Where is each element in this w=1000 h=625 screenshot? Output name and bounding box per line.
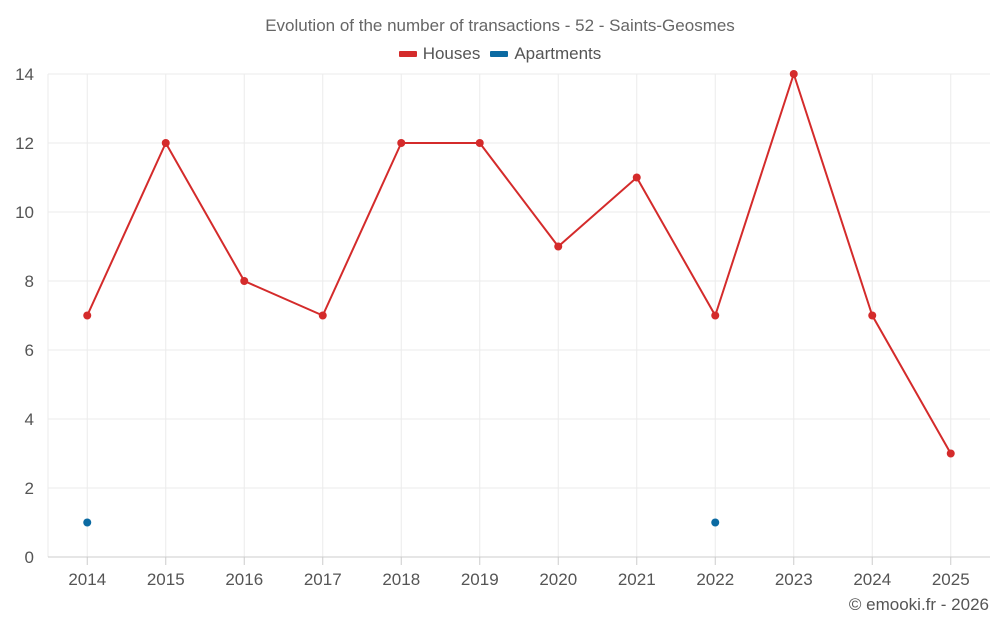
legend: Houses Apartments	[0, 44, 1000, 64]
y-tick-label: 14	[15, 65, 34, 84]
legend-item-houses[interactable]: Houses	[398, 44, 481, 64]
x-tick-label: 2017	[304, 570, 342, 589]
x-tick-label: 2019	[461, 570, 499, 589]
x-tick-label: 2016	[225, 570, 263, 589]
data-point-houses-2015	[161, 139, 170, 147]
legend-label-houses: Houses	[422, 44, 481, 63]
x-tick-label: 2015	[147, 570, 185, 589]
y-tick-label: 12	[15, 134, 34, 153]
x-tick-label: 2020	[539, 570, 577, 589]
series-line-houses	[86, 73, 952, 454]
data-point-houses-2020	[554, 242, 563, 251]
data-point-houses-2017	[318, 311, 327, 320]
data-point-houses-2016	[240, 277, 249, 285]
legend-swatch-houses	[398, 51, 417, 57]
x-tick-label: 2023	[775, 570, 813, 589]
data-point-apartments-2022	[711, 518, 720, 527]
data-point-houses-2019	[475, 139, 484, 147]
x-tick-label: 2018	[382, 570, 420, 589]
data-point-apartments-2014	[83, 518, 92, 527]
credit-text: © emooki.fr - 2026	[849, 595, 989, 614]
y-tick-label: 6	[25, 341, 34, 360]
x-tick-label: 2014	[68, 570, 106, 589]
data-point-houses-2022	[711, 311, 720, 320]
y-tick-label: 2	[25, 479, 34, 498]
data-point-houses-2021	[632, 173, 641, 182]
data-point-houses-2023	[789, 70, 798, 78]
x-tick-label: 2021	[618, 570, 656, 589]
data-point-houses-2025	[946, 449, 955, 458]
y-tick-label: 0	[25, 548, 34, 567]
x-tick-label: 2024	[853, 570, 891, 589]
data-point-houses-2018	[397, 139, 406, 147]
legend-item-apartments[interactable]: Apartments	[490, 44, 601, 64]
y-tick-label: 10	[15, 203, 34, 222]
y-tick-label: 8	[25, 272, 34, 291]
legend-swatch-apartments	[490, 51, 509, 57]
y-tick-label: 4	[25, 410, 34, 429]
x-tick-label: 2022	[696, 570, 734, 589]
x-tick-label: 2025	[932, 570, 970, 589]
data-point-houses-2024	[868, 311, 877, 320]
data-point-houses-2014	[83, 311, 92, 320]
legend-label-apartments: Apartments	[514, 44, 602, 63]
chart-title: Evolution of the number of transactions …	[265, 16, 735, 35]
